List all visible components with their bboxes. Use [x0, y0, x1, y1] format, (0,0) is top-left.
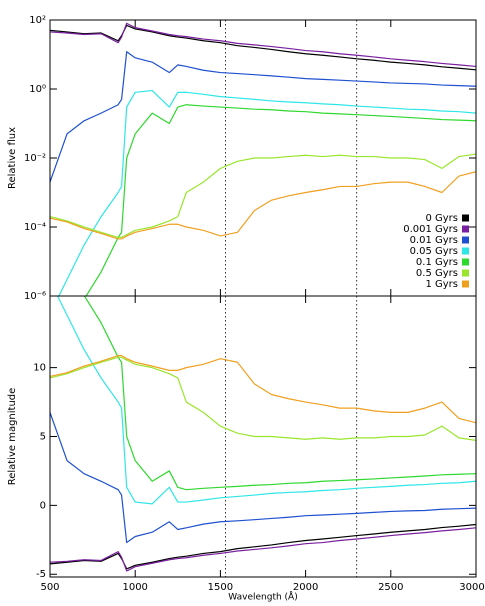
legend-label: 0 Gyrs [425, 213, 458, 224]
legend-label: 0.05 Gyrs [410, 246, 458, 257]
legend-label: 0.01 Gyrs [410, 235, 458, 246]
series-line [50, 523, 476, 570]
plot-area [50, 296, 476, 577]
x-axis-label: Wavelength (Å) [228, 591, 297, 603]
series-line [50, 24, 476, 71]
legend-swatch [462, 236, 469, 244]
legend-swatch [462, 225, 469, 233]
y-tick-label: -5 [36, 569, 46, 580]
series-line [83, 296, 476, 491]
legend-label: 0.5 Gyrs [416, 268, 458, 279]
y-axis-label: Relative flux [7, 127, 18, 189]
y-tick-label: 10⁰ [29, 84, 46, 95]
x-tick-label: 1000 [122, 582, 147, 593]
legend-swatch [462, 258, 469, 266]
x-tick-label: 1500 [208, 582, 233, 593]
legend-label: 0.001 Gyrs [403, 224, 458, 235]
series-line [58, 89, 476, 296]
y-axis-label: Relative magnitude [7, 388, 18, 486]
y-tick-label: 10⁻⁴ [24, 222, 46, 233]
x-tick-label: 2000 [293, 582, 318, 593]
y-tick-label: 0 [40, 500, 46, 511]
series-line [50, 355, 476, 424]
series-line [50, 153, 476, 238]
series-line [56, 296, 476, 505]
legend-label: 0.1 Gyrs [416, 257, 458, 268]
legend-swatch [462, 280, 469, 288]
y-tick-label: 10² [29, 15, 46, 26]
series-line [50, 51, 476, 183]
y-tick-label: 10 [33, 363, 46, 374]
legend-swatch [462, 247, 469, 255]
y-tick-label: 10⁻⁶ [24, 291, 46, 302]
y-tick-label: 5 [40, 432, 46, 443]
series-line [50, 171, 476, 240]
legend-swatch [462, 214, 469, 222]
series-line [85, 104, 476, 296]
x-tick-label: 500 [40, 582, 59, 593]
legend-label: 1 Gyrs [425, 279, 458, 290]
plot-area [50, 20, 476, 296]
series-line [50, 527, 476, 572]
x-tick-label: 3000 [459, 582, 484, 593]
legend-swatch [462, 269, 469, 277]
series-line [50, 356, 476, 441]
y-tick-label: 10⁻² [24, 153, 46, 164]
series-line [50, 412, 476, 544]
x-tick-label: 2500 [378, 582, 403, 593]
series-line [50, 22, 476, 68]
